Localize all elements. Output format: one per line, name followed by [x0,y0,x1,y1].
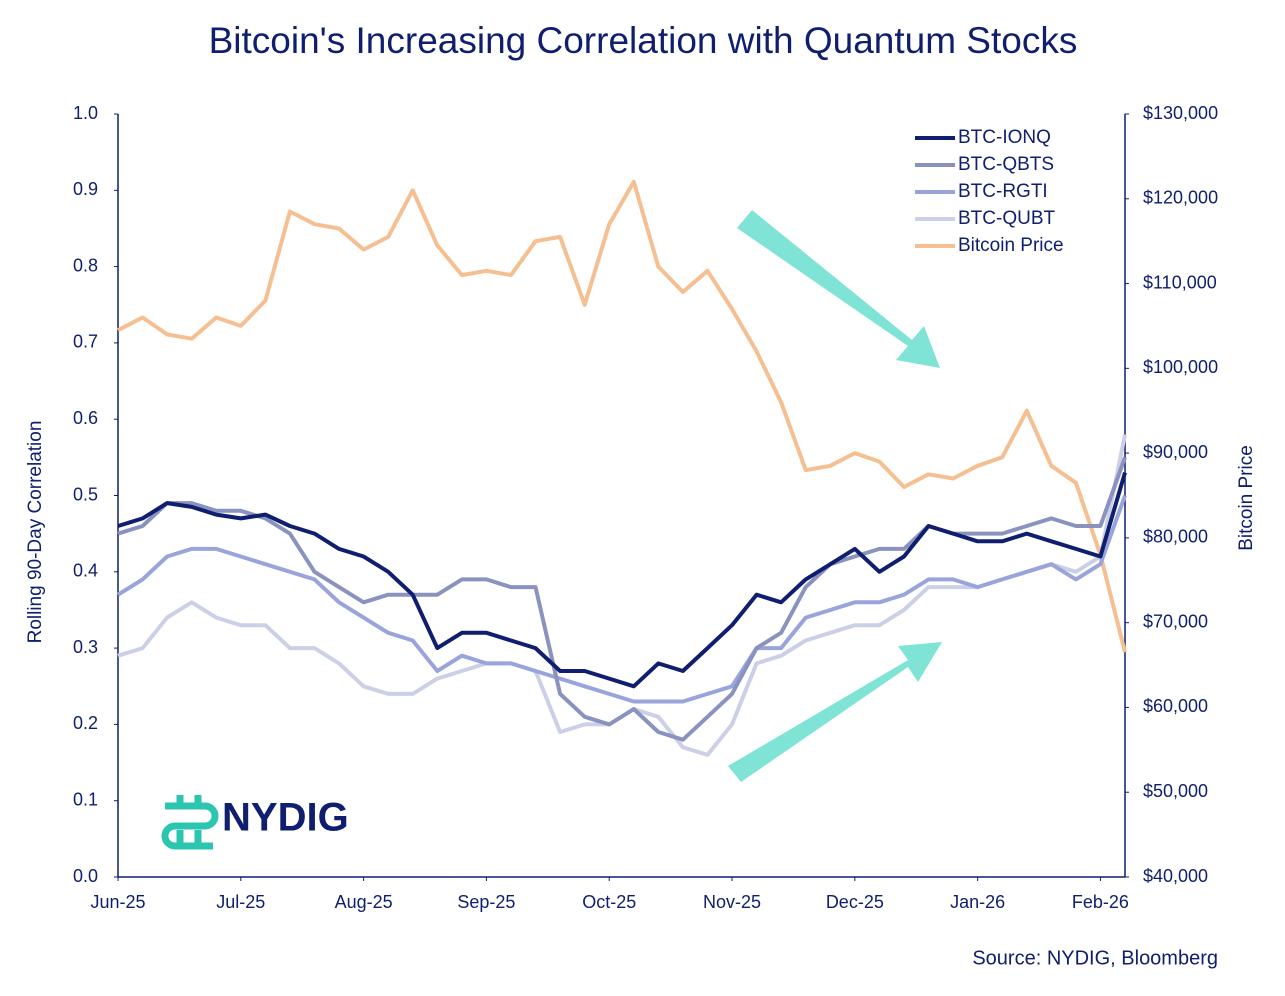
y-axis-title: Rolling 90-Day Correlation [25,421,46,644]
x-tick-label: Sep-25 [457,892,515,912]
x-tick-label: Jun-25 [90,892,145,912]
logo-icon [161,795,219,850]
y2-tick-label: $100,000 [1143,357,1218,377]
y2-tick-label: $80,000 [1143,527,1208,547]
source-note: Source: NYDIG, Bloomberg [972,947,1218,969]
y-tick-label: 0.2 [73,713,98,733]
x-tick-label: Aug-25 [335,892,393,912]
x-tick-label: Nov-25 [703,892,761,912]
y2-axis-title: Bitcoin Price [1236,445,1257,551]
legend-label: BTC-QUBT [958,208,1056,229]
y2-tick-label: $60,000 [1143,696,1208,716]
y2-tick-label: $70,000 [1143,611,1208,631]
y-tick-label: 1.0 [73,103,98,123]
x-tick-label: Dec-25 [826,892,884,912]
series-line [117,179,1127,653]
y2-tick-label: $120,000 [1143,188,1218,208]
series-line [116,494,1127,704]
y-tick-label: 0.0 [73,866,98,886]
y2-tick-label: $110,000 [1143,272,1217,292]
x-tick-label: Oct-25 [582,892,636,912]
y2-tick-label: $90,000 [1143,442,1208,462]
y-tick-label: 0.9 [73,179,98,199]
y-tick-label: 0.4 [73,561,98,581]
y-tick-label: 0.7 [73,332,98,352]
y-tick-label: 0.8 [73,255,98,275]
y2-tick-label: $50,000 [1143,781,1208,801]
logo-text: NYDIG [222,796,349,840]
y-tick-label: 0.5 [73,484,98,504]
series-line [117,472,1127,689]
x-tick-label: Jan-26 [950,892,1005,912]
chart-title: Bitcoin's Increasing Correlation with Qu… [209,20,1078,61]
trend-arrow-down [737,210,940,368]
legend-label: BTC-IONQ [958,127,1051,148]
legend-label: BTC-QBTS [958,154,1054,175]
series-line [117,434,1127,757]
x-tick-label: Jul-25 [216,892,265,912]
trend-arrow-up [728,642,942,782]
y2-tick-label: $40,000 [1143,866,1208,886]
y-tick-label: 0.6 [73,408,98,428]
x-tick-label: Feb-26 [1072,892,1129,912]
legend-label: Bitcoin Price [958,235,1064,256]
y-tick-label: 0.3 [73,637,98,657]
y-tick-label: 0.1 [73,789,98,809]
y2-tick-label: $130,000 [1143,103,1218,123]
legend-label: BTC-RGTI [958,181,1048,202]
